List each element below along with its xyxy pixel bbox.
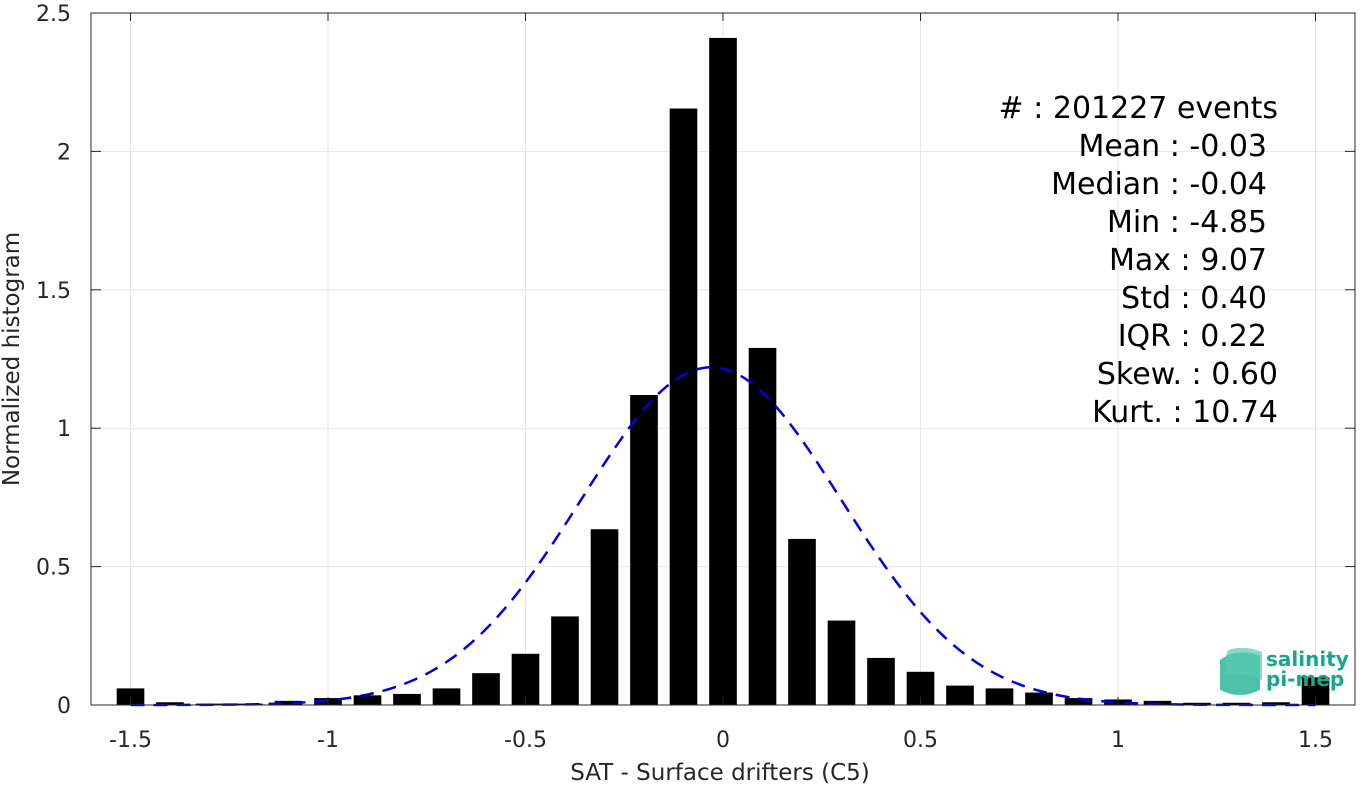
- stat-skew: Skew. : 0.60: [1097, 357, 1278, 392]
- histogram-bar: [274, 700, 303, 705]
- histogram-bar: [590, 529, 619, 705]
- x-tick-label: -1.5: [109, 728, 152, 753]
- histogram-bar: [1262, 702, 1290, 705]
- x-axis-label: SAT - Surface drifters (C5): [570, 760, 870, 785]
- histogram-bar: [630, 394, 658, 705]
- histogram-bar: [393, 693, 421, 705]
- y-tick-label: 0.5: [36, 556, 71, 581]
- stat-std: Std : 0.40: [1121, 281, 1267, 316]
- y-tick-label: 2.5: [36, 2, 71, 27]
- axis-ticks: -1.5 -1 -0.5 0 0.5 1 1.5 0 0.5 1 1.5 2 2.5: [36, 2, 1355, 753]
- logo-line2: pi-mep: [1266, 667, 1344, 691]
- stats-box: # : 201227 events Mean : -0.03 Median : …: [999, 91, 1278, 430]
- salinity-pi-mep-logo: salinity pi-mep: [1220, 647, 1349, 695]
- x-tick-label: 0.5: [903, 728, 938, 753]
- y-tick-label: 2: [57, 140, 71, 165]
- histogram-bar: [1064, 698, 1093, 705]
- histogram-bar: [669, 108, 698, 706]
- x-tick-label: 1: [1111, 728, 1125, 753]
- x-tick-label: -0.5: [504, 728, 547, 753]
- histogram-bar: [156, 702, 184, 705]
- logo-line1: salinity: [1266, 647, 1349, 671]
- histogram-bar: [946, 685, 974, 705]
- histogram-bar: [748, 347, 777, 705]
- y-tick-label: 1: [57, 417, 71, 442]
- y-axis-label: Normalized histogram: [0, 232, 25, 486]
- histogram-bar: [985, 688, 1014, 705]
- stat-iqr: IQR : 0.22: [1118, 319, 1267, 354]
- histogram-bar: [551, 616, 579, 705]
- histogram-bar: [353, 695, 382, 705]
- y-tick-label: 0: [57, 694, 71, 719]
- x-tick-label: 0: [716, 728, 730, 753]
- histogram-bar: [1025, 692, 1053, 705]
- histogram-bar: [511, 653, 540, 705]
- stat-kurt: Kurt. : 10.74: [1092, 395, 1278, 430]
- histogram-bar: [1222, 702, 1251, 705]
- histogram-bar: [827, 620, 856, 705]
- histogram-bar: [788, 538, 816, 705]
- stat-events: # : 201227 events: [999, 91, 1278, 126]
- stat-mean: Mean : -0.03: [1078, 129, 1267, 164]
- histogram-bar: [472, 673, 500, 705]
- stat-max: Max : 9.07: [1109, 243, 1267, 278]
- histogram-bar: [432, 688, 461, 705]
- y-tick-label: 1.5: [36, 279, 71, 304]
- histogram-bar: [116, 688, 145, 705]
- histogram-bar: [867, 657, 895, 705]
- x-tick-label: -1: [317, 728, 339, 753]
- x-tick-label: 1.5: [1298, 728, 1333, 753]
- stat-median: Median : -0.04: [1051, 167, 1267, 202]
- stat-min: Min : -4.85: [1107, 205, 1267, 240]
- logo-waves-icon-back: [1226, 647, 1262, 680]
